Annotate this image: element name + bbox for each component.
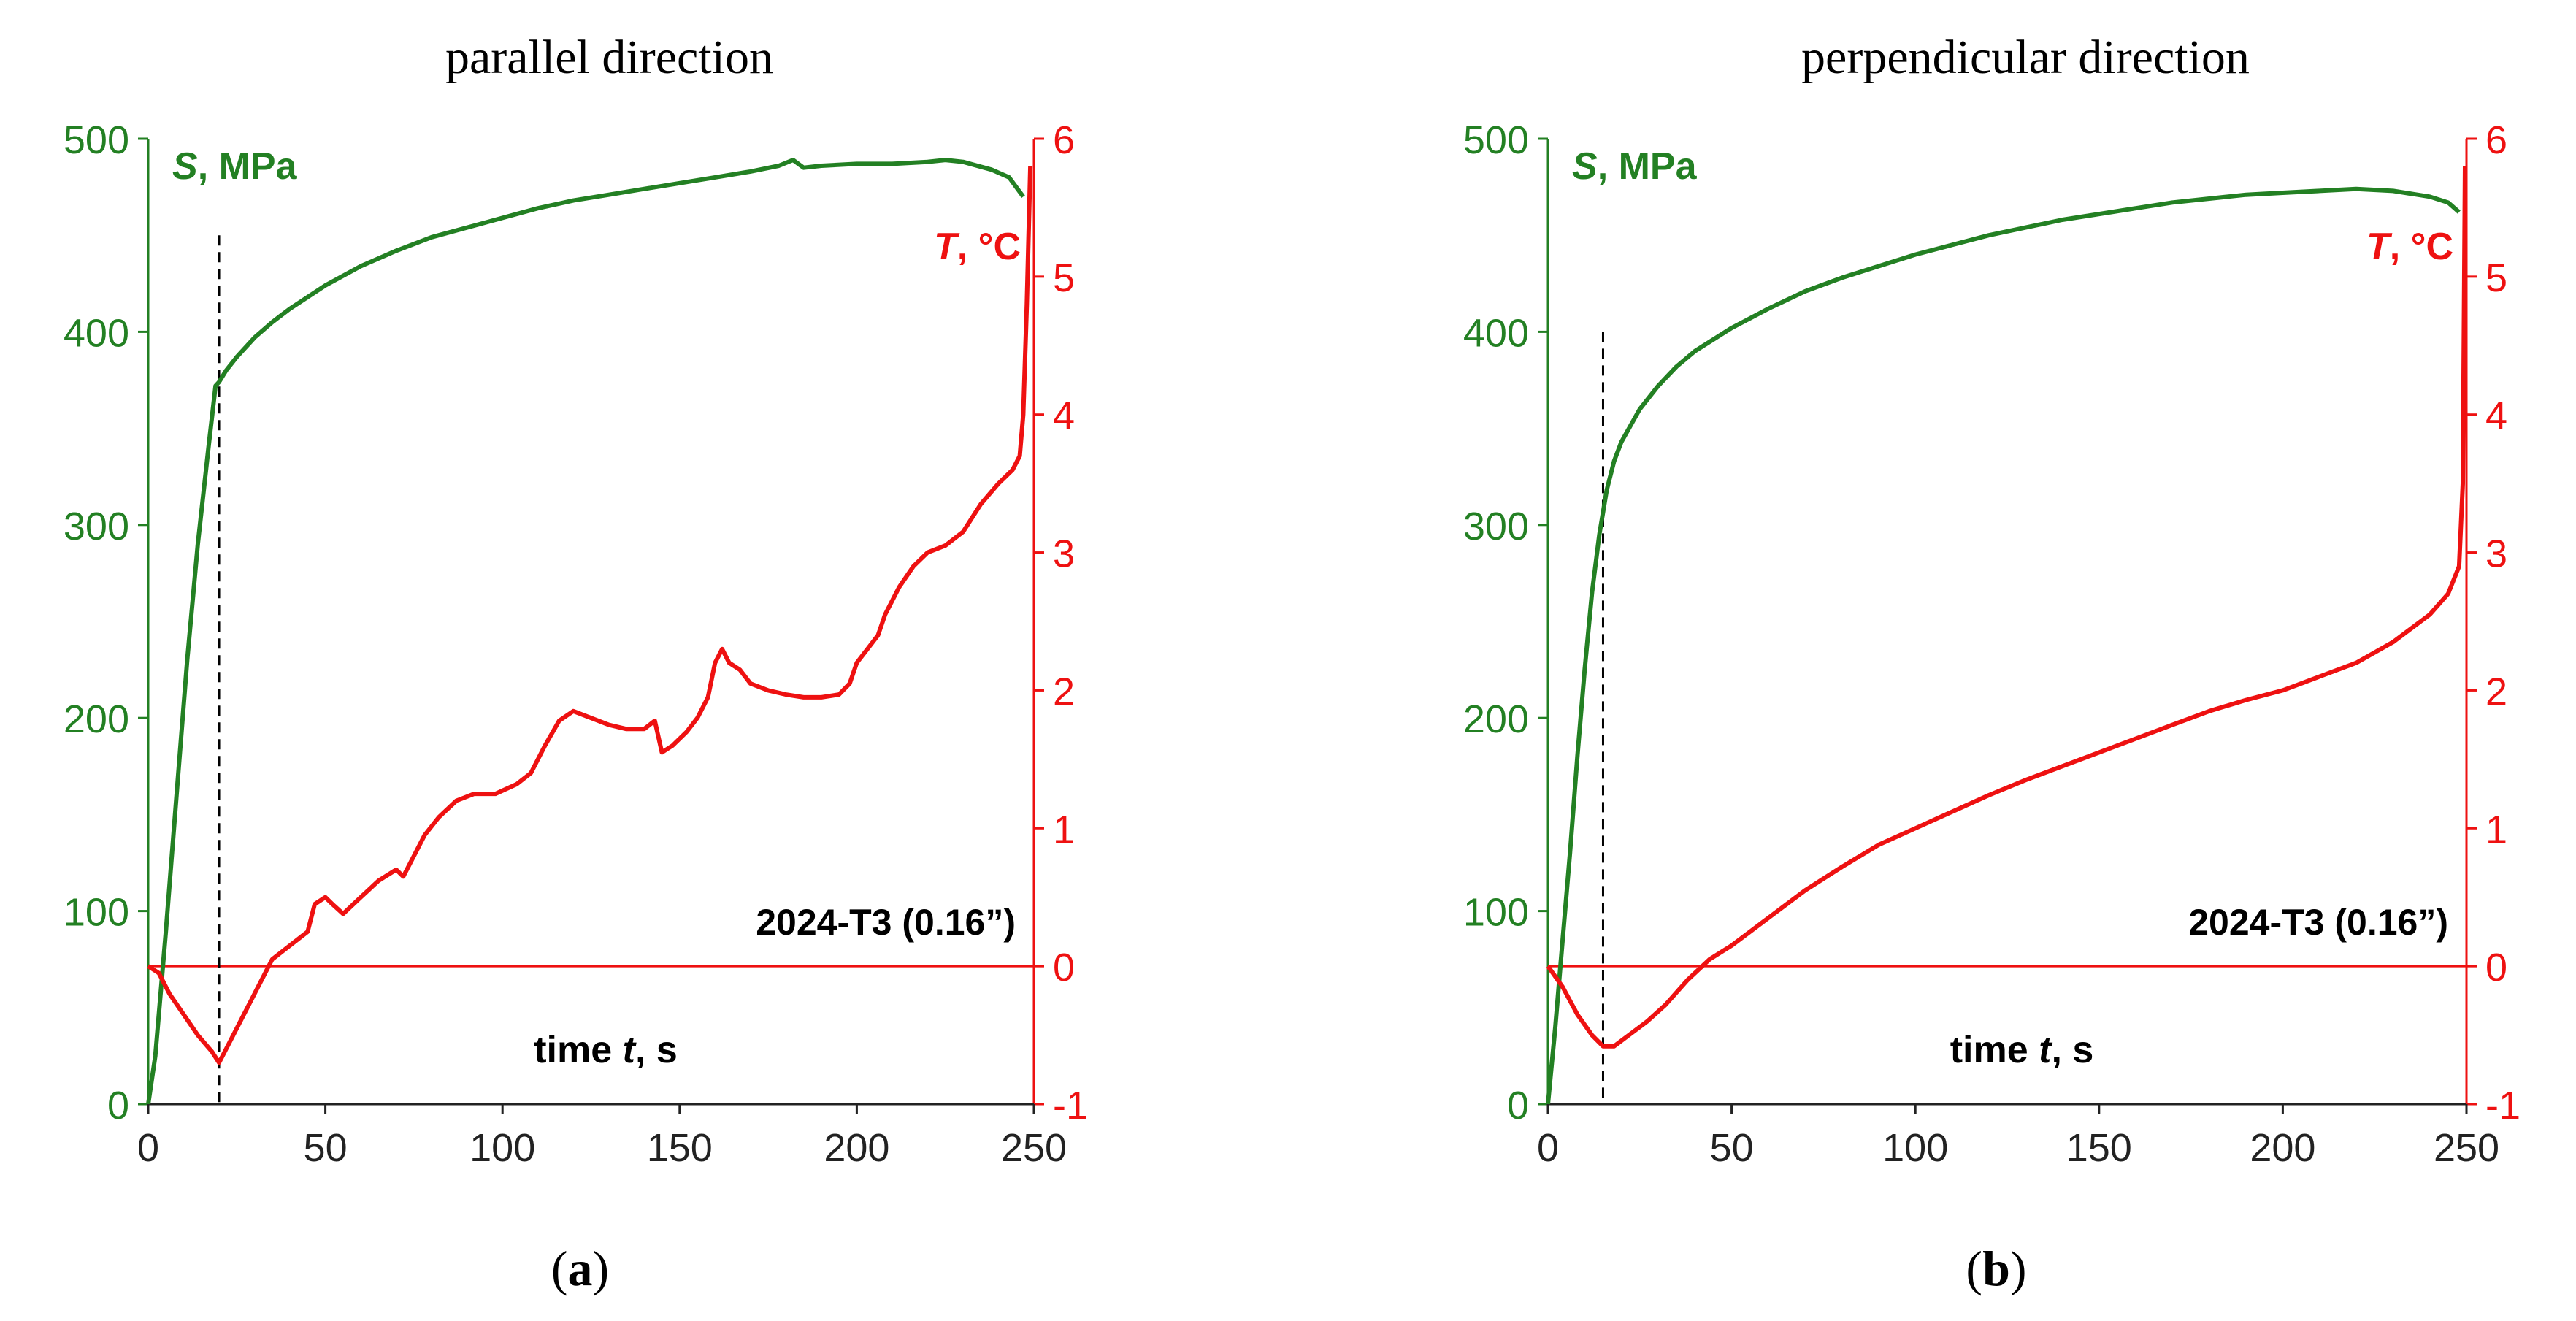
right-tick-label: 1 [2485,808,2507,851]
temperature-axis-label: T, °C [2366,226,2453,268]
x-tick-label: 100 [1882,1126,1948,1170]
panel-title: perpendicular direction [1801,31,2250,84]
x-axis-label: time t, s [1950,1029,2094,1071]
x-tick-label: 0 [1537,1126,1559,1170]
x-tick-label: 50 [304,1126,348,1170]
left-tick-label: 300 [64,505,129,548]
right-tick-label: 6 [2485,118,2507,162]
left-tick-label: 200 [64,697,129,741]
left-tick-label: 500 [64,118,129,162]
right-tick-label: 5 [2485,256,2507,300]
right-tick-label: 0 [2485,946,2507,989]
material-annotation: 2024-T3 (0.16”) [756,902,1016,943]
left-tick-label: 400 [1463,311,1529,355]
stress-series-line [1546,186,2461,1105]
x-tick-label: 50 [1710,1126,1754,1170]
temperature-axis-label: T, °C [934,226,1021,268]
left-tick-label: 400 [64,311,129,355]
x-tick-label: 150 [647,1126,713,1170]
right-tick-label: 6 [1053,118,1075,162]
stress-axis-label: S, MPa [172,145,298,188]
panel-caption: (b) [1966,1241,2026,1296]
left-tick-label: 0 [107,1084,129,1127]
left-tick-label: 100 [1463,891,1529,935]
right-tick-label: 3 [2485,532,2507,576]
left-tick-label: 100 [64,891,129,935]
x-tick-label: 250 [2434,1126,2499,1170]
right-tick-label: 4 [1053,394,1075,438]
panel-b: perpendicular direction0100200300400500-… [1463,31,2521,1296]
right-tick-label: 3 [1053,532,1075,576]
panel-title: parallel direction [445,31,773,84]
right-tick-label: 1 [1053,808,1075,851]
right-tick-label: 0 [1053,946,1075,989]
x-tick-label: 250 [1001,1126,1067,1170]
x-axis-label: time t, s [534,1029,678,1071]
temperature-series-line [147,166,1033,1065]
right-tick-label: 4 [2485,394,2507,438]
x-tick-label: 200 [824,1126,889,1170]
left-tick-label: 300 [1463,505,1529,548]
right-tick-label: -1 [1053,1084,1088,1127]
right-tick-label: 2 [2485,670,2507,713]
stress-series-line [146,158,1025,1105]
x-tick-label: 0 [137,1126,159,1170]
left-tick-label: 200 [1463,697,1529,741]
stress-axis-label: S, MPa [1572,145,1698,188]
x-tick-label: 150 [2066,1126,2132,1170]
right-tick-label: -1 [2485,1084,2521,1127]
left-tick-label: 0 [1507,1084,1529,1127]
x-tick-label: 200 [2250,1126,2315,1170]
temperature-series-line [1546,166,2467,1049]
right-tick-label: 2 [1053,670,1075,713]
material-annotation: 2024-T3 (0.16”) [2188,902,2448,943]
right-tick-label: 5 [1053,256,1075,300]
panel-a: parallel direction0100200300400500-10123… [64,31,1088,1296]
panel-caption: (a) [551,1241,609,1296]
left-tick-label: 500 [1463,118,1529,162]
x-tick-label: 100 [469,1126,535,1170]
